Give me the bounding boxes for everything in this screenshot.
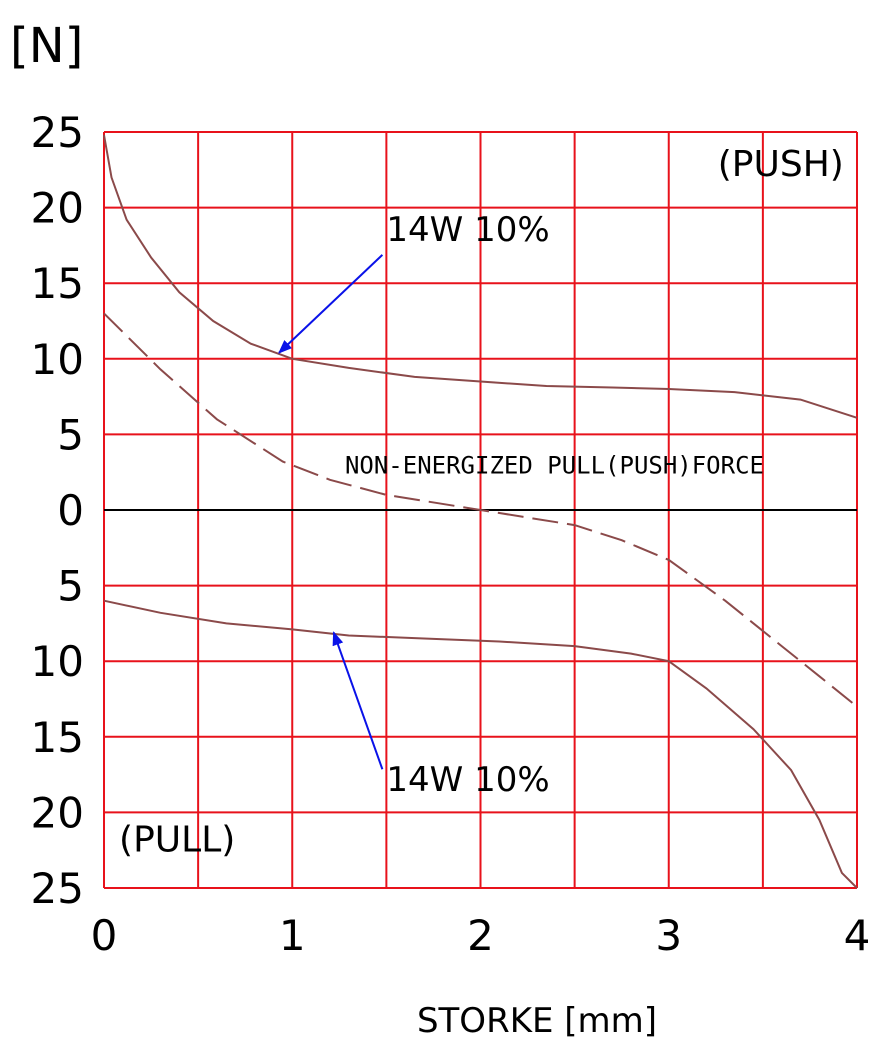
x-axis-label: STORKE [mm] (417, 1001, 657, 1041)
series-push-line (103, 134, 858, 419)
tick-label-group: 0 1 2 3 4 25 20 15 10 5 0 5 10 15 20 25 (31, 108, 871, 960)
y-tick-label-5: 0 (57, 486, 84, 535)
x-tick-label-0: 0 (91, 911, 118, 960)
y-tick-label-0: 25 (31, 108, 84, 157)
y-tick-label-1: 20 (31, 184, 84, 233)
y-tick-label-6: 5 (57, 562, 84, 611)
non-energized-label-text: NON-ENERGIZED PULL(PUSH)FORCE (345, 452, 764, 480)
series-pull-line (103, 599, 858, 889)
push-label-arrow (278, 254, 384, 354)
grid (103, 131, 858, 889)
push-region-text: (PUSH) (718, 144, 844, 185)
x-tick-label-1: 1 (279, 911, 306, 960)
pull-label-text: 14W 10% (386, 760, 549, 800)
push-label-text: 14W 10% (386, 210, 549, 250)
y-tick-label-2: 15 (31, 259, 84, 308)
pull-label-arrow (332, 631, 384, 770)
series-group (103, 134, 858, 889)
y-tick-label-10: 25 (31, 864, 84, 913)
pull-region-text: (PULL) (119, 820, 235, 861)
annotation-group: 14W 10% 14W 10% NON-ENERGIZED PULL(PUSH)FO… (119, 144, 844, 861)
y-tick-label-4: 5 (57, 410, 84, 459)
y-tick-label-3: 10 (31, 335, 84, 384)
x-tick-label-3: 3 (655, 911, 682, 960)
x-tick-label-2: 2 (467, 911, 494, 960)
x-tick-label-4: 4 (844, 911, 871, 960)
y-tick-label-9: 20 (31, 788, 84, 837)
y-unit-label: [N] (10, 18, 83, 74)
y-tick-label-7: 10 (31, 637, 84, 686)
y-tick-label-8: 15 (31, 713, 84, 762)
